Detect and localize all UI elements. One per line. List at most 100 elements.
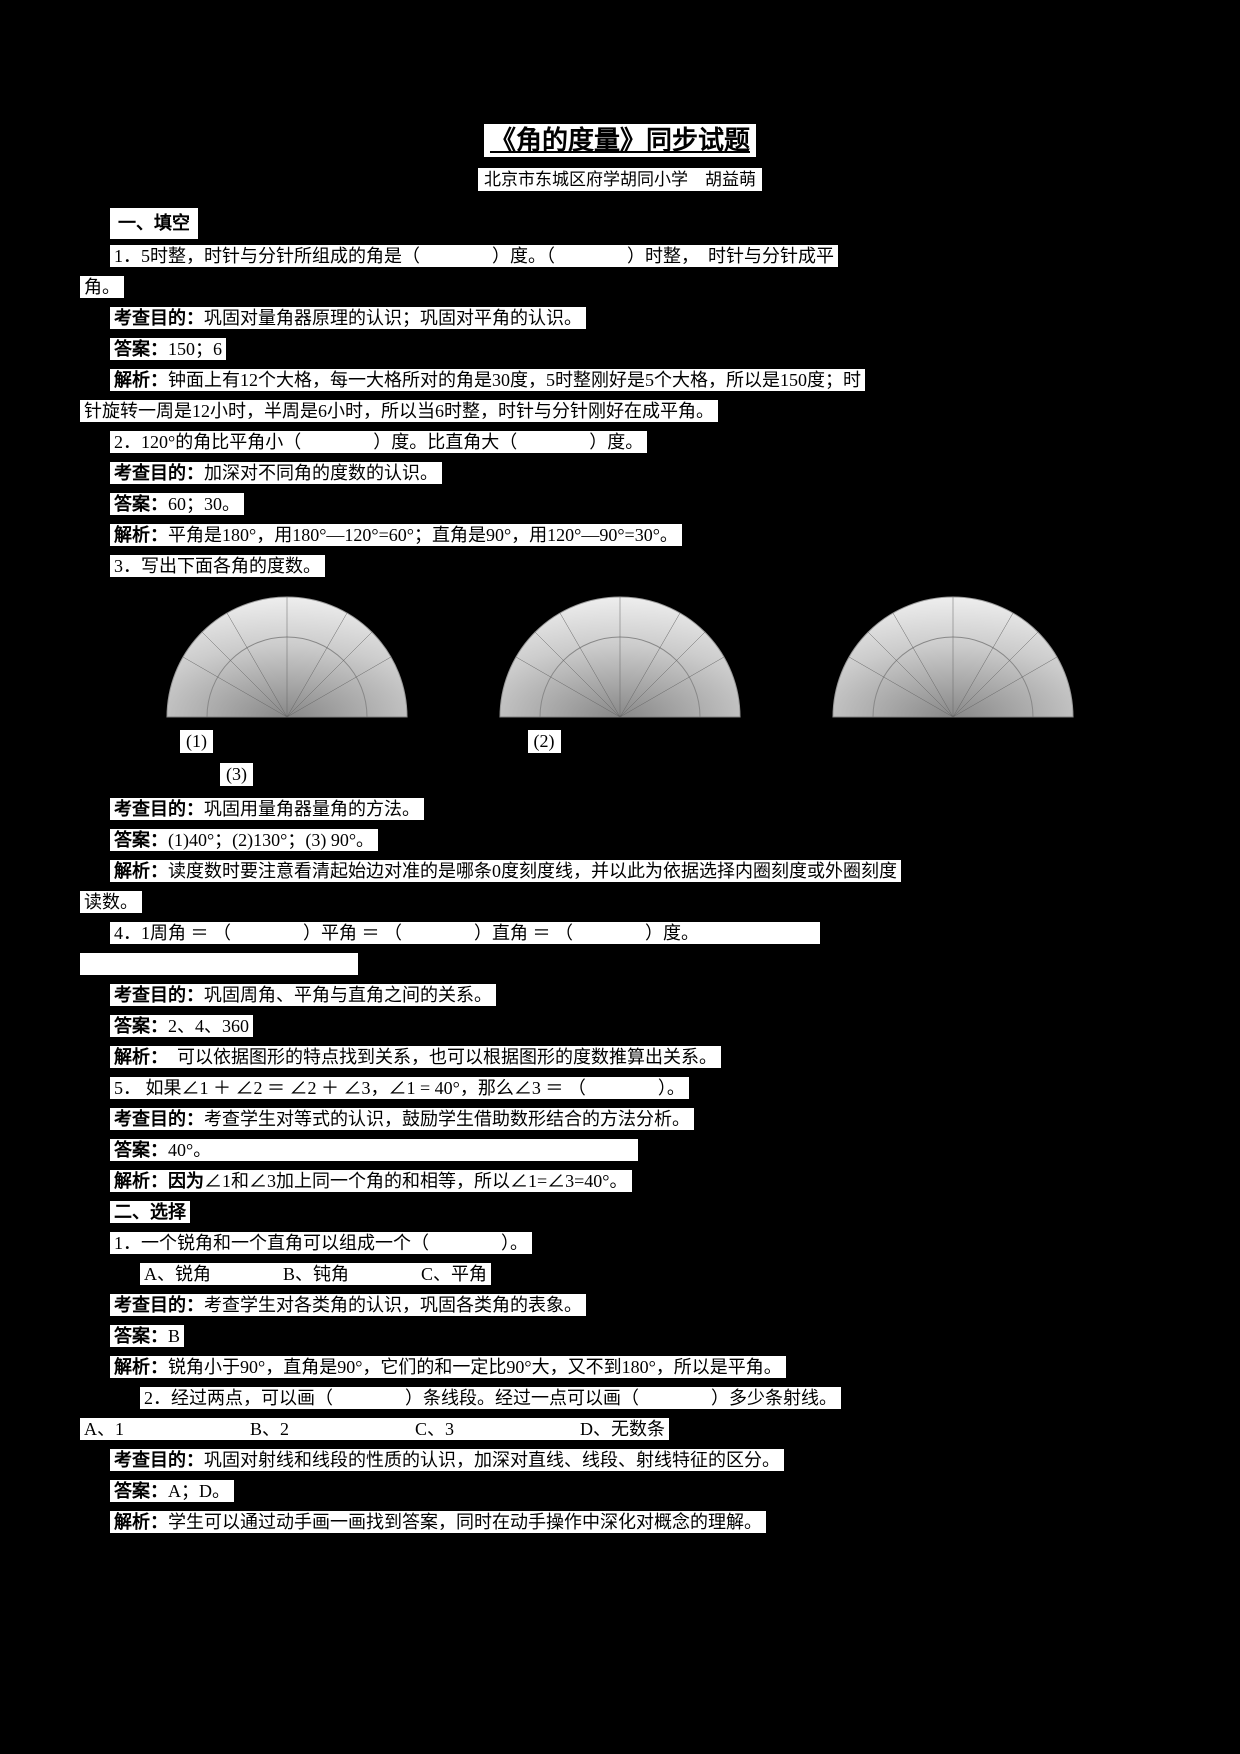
- q1-ans: 150；6: [168, 339, 222, 359]
- q1-jx: 钟面上有12个大格，每一大格所对的角是30度，5时整刚好是5个大格，所以是150…: [168, 370, 861, 390]
- s2q1-kc-label: 考查目的：: [114, 1295, 204, 1315]
- q1-kc-label: 考查目的：: [114, 308, 204, 328]
- q4-line: 4．1周角 ＝ （ ）平角 ＝ （ ）直角 ＝ （ ）度。: [80, 920, 1160, 947]
- title-text: 《角的度量》同步试题: [484, 124, 756, 157]
- q3-ans-line: 答案：(1)40°；(2)130°；(3) 90°。: [80, 827, 1160, 854]
- q3-kc-label: 考查目的：: [114, 799, 204, 819]
- q4b-text: [80, 953, 358, 975]
- q4-kc-line: 考查目的：巩固周角、平角与直角之间的关系。: [80, 982, 1160, 1009]
- q4-kc: 巩固周角、平角与直角之间的关系。: [204, 985, 492, 1005]
- q1-jx2: 针旋转一周是12小时，半周是6小时，所以当6时整，时针与分针刚好在成平角。: [80, 400, 718, 422]
- q1-ans-label: 答案：: [114, 339, 168, 359]
- q2-kc-line: 考查目的：加深对不同角的度数的认识。: [80, 460, 1160, 487]
- protractor-row: [80, 592, 1160, 722]
- q5-kc-line: 考查目的：考查学生对等式的认识，鼓励学生借助数形结合的方法分析。: [80, 1106, 1160, 1133]
- q1-line: 1．5时整，时针与分针所组成的角是（ ）度。（ ）时整， 时针与分针成平: [80, 243, 1160, 270]
- img-label-3: (3): [220, 763, 253, 786]
- q4-ans-line: 答案：2、4、360: [80, 1013, 1160, 1040]
- q1-jx2-line: 针旋转一周是12小时，半周是6小时，所以当6时整，时针与分针刚好在成平角。: [80, 398, 1160, 425]
- s2q1-kc-line: 考查目的：考查学生对各类角的认识，巩固各类角的表象。: [80, 1292, 1160, 1319]
- q5-text: 5． 如果∠1 ＋ ∠2 ＝ ∠2 ＋ ∠3，∠1 = 40°，那么∠3 ＝ （…: [110, 1077, 689, 1099]
- q5-ans-label: 答案：: [114, 1140, 168, 1160]
- protractor-1: [157, 592, 417, 722]
- s2q1-jx-line: 解析：锐角小于90°，直角是90°，它们的和一定比90°大，又不到180°，所以…: [80, 1354, 1160, 1381]
- protractor-labels-row2: (3): [80, 763, 1160, 786]
- q3-line: 3．写出下面各角的度数。: [80, 553, 1160, 580]
- s2q1-text: 1．一个锐角和一个直角可以组成一个（ ）。: [110, 1232, 532, 1254]
- section-2-header: 二、选择: [110, 1201, 190, 1223]
- q4-jx-label: 解析：: [114, 1047, 159, 1067]
- q2-jx-label: 解析：: [114, 525, 168, 545]
- q5-jx-label: 解析：: [114, 1171, 168, 1191]
- q5-kc: 考查学生对等式的认识，鼓励学生借助数形结合的方法分析。: [204, 1109, 690, 1129]
- q5-ans: 40°。: [168, 1140, 634, 1160]
- q3-jx2: 读数。: [80, 891, 142, 913]
- section-1-header-line: 一、填空: [80, 208, 1160, 239]
- s2q1-opts: A、锐角 B、钝角 C、平角: [140, 1263, 491, 1285]
- s2q2-line: 2．经过两点，可以画（ ）条线段。经过一点可以画（ ）多少条射线。: [80, 1385, 1160, 1412]
- s2q1-kc: 考查学生对各类角的认识，巩固各类角的表象。: [204, 1295, 582, 1315]
- q5-jx: ∠1和∠3加上同一个角的和相等，所以∠1=∠3=40°。: [204, 1171, 628, 1191]
- s2q1-ans: B: [168, 1326, 180, 1346]
- q2-kc: 加深对不同角的度数的认识。: [204, 463, 438, 483]
- q4b-line: [80, 951, 1160, 978]
- s2q2-kc-label: 考查目的：: [114, 1450, 204, 1470]
- q5-jx-line: 解析：因为∠1和∠3加上同一个角的和相等，所以∠1=∠3=40°。: [80, 1168, 1160, 1195]
- q1-text: 1．5时整，时针与分针所组成的角是（ ）度。（ ）时整， 时针与分针成平: [110, 245, 838, 267]
- q3-ans: (1)40°；(2)130°；(3) 90°。: [168, 830, 374, 850]
- s2q2-ans: A；D。: [168, 1481, 230, 1501]
- img-label-2: (2): [528, 730, 561, 753]
- s2q2-jx-line: 解析：学生可以通过动手画一画找到答案，同时在动手操作中深化对概念的理解。: [80, 1509, 1160, 1536]
- q5-line: 5． 如果∠1 ＋ ∠2 ＝ ∠2 ＋ ∠3，∠1 = 40°，那么∠3 ＝ （…: [80, 1075, 1160, 1102]
- s2q2-ans-label: 答案：: [114, 1481, 168, 1501]
- img-label-1: (1): [180, 730, 213, 753]
- q3-jx2-line: 读数。: [80, 889, 1160, 916]
- q3-kc: 巩固用量角器量角的方法。: [204, 799, 420, 819]
- subtitle-text: 北京市东城区府学胡同小学 胡益萌: [478, 168, 762, 191]
- q4-jx: 可以依据图形的特点找到关系，也可以根据图形的度数推算出关系。: [159, 1047, 717, 1067]
- q1-kc-line: 考查目的：巩固对量角器原理的认识；巩固对平角的认识。: [80, 305, 1160, 332]
- s2q2-text: 2．经过两点，可以画（ ）条线段。经过一点可以画（ ）多少条射线。: [140, 1387, 841, 1409]
- q4-kc-label: 考查目的：: [114, 985, 204, 1005]
- s2q2-kc: 巩固对射线和线段的性质的认识，加深对直线、线段、射线特征的区分。: [204, 1450, 780, 1470]
- q2-kc-label: 考查目的：: [114, 463, 204, 483]
- protractor-labels-row1: (1) (2): [80, 730, 1160, 753]
- section-1-header: 一、填空: [110, 208, 198, 239]
- s2q1-line: 1．一个锐角和一个直角可以组成一个（ ）。: [80, 1230, 1160, 1257]
- q1-ans-line: 答案：150；6: [80, 336, 1160, 363]
- q2-ans-label: 答案：: [114, 494, 168, 514]
- s2q1-ans-line: 答案：B: [80, 1323, 1160, 1350]
- q4-ans: 2、4、360: [168, 1016, 249, 1036]
- s2q1-jx: 锐角小于90°，直角是90°，它们的和一定比90°大，又不到180°，所以是平角…: [168, 1357, 782, 1377]
- q5-jx-bold: 因为: [168, 1171, 204, 1191]
- q4-ans-label: 答案：: [114, 1016, 168, 1036]
- s2q2-ans-line: 答案：A；D。: [80, 1478, 1160, 1505]
- q3-text: 3．写出下面各角的度数。: [110, 555, 325, 577]
- page-subtitle: 北京市东城区府学胡同小学 胡益萌: [80, 165, 1160, 190]
- q2-jx: 平角是180°，用180°—120°=60°；直角是90°，用120°—90°=…: [168, 525, 678, 545]
- q4-jx-line: 解析： 可以依据图形的特点找到关系，也可以根据图形的度数推算出关系。: [80, 1044, 1160, 1071]
- q1b-text: 角。: [80, 276, 124, 298]
- q3-kc-line: 考查目的：巩固用量角器量角的方法。: [80, 796, 1160, 823]
- s2q2-opts: A、1 B、2 C、3 D、无数条: [80, 1418, 669, 1440]
- q3-ans-label: 答案：: [114, 830, 168, 850]
- q2-text: 2．120°的角比平角小（ ）度。比直角大（ ）度。: [110, 431, 647, 453]
- s2q2-opts-line: A、1 B、2 C、3 D、无数条: [80, 1416, 1160, 1443]
- s2q1-opts-line: A、锐角 B、钝角 C、平角: [80, 1261, 1160, 1288]
- section-2-header-line: 二、选择: [80, 1199, 1160, 1226]
- protractor-2: [490, 592, 750, 722]
- protractor-3: [823, 592, 1083, 722]
- q1-jx-label: 解析：: [114, 370, 168, 390]
- q3-jx-line: 解析：读度数时要注意看清起始边对准的是哪条0度刻度线，并以此为依据选择内圈刻度或…: [80, 858, 1160, 885]
- s2q1-ans-label: 答案：: [114, 1326, 168, 1346]
- q2-jx-line: 解析：平角是180°，用180°—120°=60°；直角是90°，用120°—9…: [80, 522, 1160, 549]
- q2-ans: 60；30。: [168, 494, 240, 514]
- q4-text: 4．1周角 ＝ （ ）平角 ＝ （ ）直角 ＝ （ ）度。: [110, 922, 820, 944]
- q3-jx-label: 解析：: [114, 861, 168, 881]
- s2q2-kc-line: 考查目的：巩固对射线和线段的性质的认识，加深对直线、线段、射线特征的区分。: [80, 1447, 1160, 1474]
- s2q2-jx: 学生可以通过动手画一画找到答案，同时在动手操作中深化对概念的理解。: [168, 1512, 762, 1532]
- s2q1-jx-label: 解析：: [114, 1357, 168, 1377]
- q1-kc: 巩固对量角器原理的认识；巩固对平角的认识。: [204, 308, 582, 328]
- q2-line: 2．120°的角比平角小（ ）度。比直角大（ ）度。: [80, 429, 1160, 456]
- s2q2-jx-label: 解析：: [114, 1512, 168, 1532]
